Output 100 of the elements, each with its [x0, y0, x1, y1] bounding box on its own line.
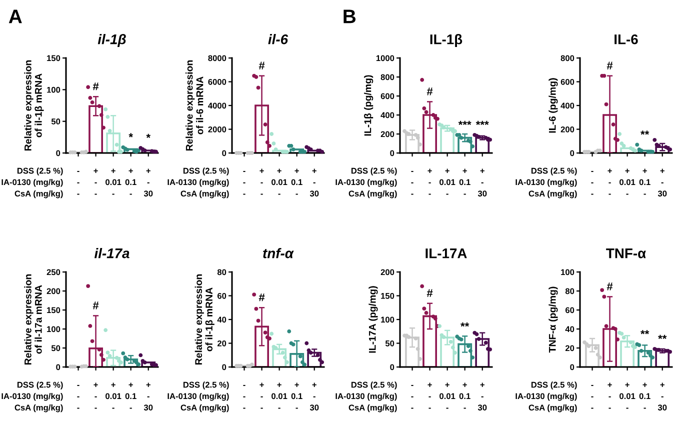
y-tick-label: 40 — [565, 326, 574, 332]
x-tick-label: + 0.1 - — [639, 382, 650, 409]
category-label: - - - — [243, 170, 246, 195]
y-axis-title: Relative expression of il-1β mRNA — [194, 274, 214, 365]
annotation: ** — [658, 334, 667, 339]
category-label: - - - — [77, 384, 80, 409]
y-tick-label: 200 — [560, 126, 574, 132]
annotation: # — [258, 62, 265, 70]
x-tick-label: + - 30 — [144, 168, 153, 196]
text: IA-0130 (mg/kg) — [168, 178, 229, 187]
y-tick-label: 800 — [380, 74, 394, 80]
annotation: ** — [460, 322, 470, 327]
x-tick-label: + 0.1 - — [639, 168, 650, 195]
y-tick-label: 150 — [47, 307, 60, 314]
x-tick-label: + - 30 — [144, 382, 153, 410]
category-label: + - - — [94, 382, 98, 409]
x-tick-label: + 0.01 - — [272, 168, 288, 195]
y-tick-label: 60 — [565, 307, 574, 314]
y-tick-label: 4000 — [208, 102, 226, 109]
y-tick-label: 600 — [380, 93, 394, 100]
y-tick-label: 0 — [222, 364, 226, 370]
x-tick-label: + - 30 — [478, 382, 487, 410]
x-tick-label: + 0.1 - — [125, 168, 136, 195]
x-tick-label: + - 30 — [658, 168, 667, 196]
text: DSS (2.5 %) — [531, 382, 577, 390]
category-label: - - - — [77, 170, 80, 195]
category-label: + - - — [608, 382, 612, 409]
y-tick-label: 100 — [561, 269, 574, 276]
y-tick-label: 200 — [46, 288, 60, 294]
annotation: # — [606, 62, 613, 70]
y-tick-label: 0 — [390, 364, 394, 370]
text: DSS (2.5 %) — [531, 168, 577, 176]
x-tick-label: + 0.01 - — [106, 382, 122, 409]
annotation: *** — [476, 120, 489, 125]
x-tick-label: + 0.1 - — [291, 382, 302, 409]
y-tick-label: 100 — [47, 326, 60, 332]
text: CsA (mg/kg) — [348, 404, 397, 412]
y-tick-label: 0 — [56, 364, 60, 370]
text: CsA (mg/kg) — [14, 190, 63, 198]
y-axis-title: Relative expression of il-1β mRNA — [24, 60, 44, 151]
y-tick-label: 600 — [560, 78, 574, 85]
y-tick-label: 80 — [217, 269, 226, 276]
y-tick-label: 50 — [51, 345, 60, 352]
y-tick-label: 0 — [222, 150, 226, 156]
text: IA-0130 (mg/kg) — [2, 178, 63, 187]
category-label: + - - — [260, 168, 264, 195]
y-tick-label: 50 — [385, 340, 394, 346]
annotation: # — [92, 82, 99, 90]
text: DSS (2.5 %) — [17, 382, 63, 390]
category-label: + - - — [608, 168, 612, 195]
text: A — [8, 10, 22, 24]
y-tick-label: 8000 — [208, 55, 226, 62]
y-tick-label: 100 — [47, 86, 60, 93]
text: IA-0130 (mg/kg) — [336, 178, 397, 187]
x-tick-label: + - 30 — [310, 168, 319, 196]
chart-title: tnf-α — [263, 248, 294, 258]
text: CsA (mg/kg) — [180, 190, 229, 198]
text: CsA (mg/kg) — [348, 190, 397, 198]
text: DSS (2.5 %) — [183, 168, 229, 176]
y-tick-label: 0 — [390, 150, 394, 156]
text: IA-0130 (mg/kg) — [168, 392, 229, 401]
y-tick-label: 400 — [560, 102, 574, 109]
y-tick-label: 0 — [570, 150, 574, 156]
text: DSS (2.5 %) — [351, 382, 397, 390]
category-label: + - - — [428, 168, 432, 195]
y-tick-label: 200 — [380, 131, 394, 138]
y-tick-label: 100 — [381, 316, 394, 323]
y-tick-label: 0 — [570, 364, 574, 370]
category-label: - - - — [591, 384, 594, 409]
x-tick-label: + 0.01 - — [440, 168, 456, 195]
y-axis-title: Relative expression of il-17a mRNA — [24, 274, 42, 365]
annotation: # — [426, 289, 433, 297]
annotation: # — [426, 88, 433, 96]
x-tick-label: + 0.01 - — [106, 168, 122, 195]
chart-title: il-17a — [94, 248, 130, 258]
y-tick-label: 20 — [565, 345, 574, 352]
y-tick-label: 20 — [217, 340, 226, 346]
y-tick-label: 60 — [217, 292, 226, 299]
annotation: ** — [640, 330, 650, 334]
annotation: ** — [640, 130, 650, 135]
y-tick-label: 400 — [380, 112, 394, 118]
y-tick-label: 250 — [46, 269, 60, 276]
text: DSS (2.5 %) — [351, 168, 397, 176]
y-axis-title: IL-1β (pg/mg) — [364, 75, 374, 136]
text: CsA (mg/kg) — [528, 404, 577, 412]
chart-title: il-1β — [98, 34, 126, 47]
y-axis-title: IL-6 (pg/mg) — [548, 78, 558, 133]
text: CsA (mg/kg) — [14, 404, 63, 412]
y-tick-label: 2000 — [208, 126, 226, 132]
text: IA-0130 (mg/kg) — [2, 392, 63, 401]
annotation: * — [146, 134, 151, 138]
category-label: + - - — [428, 382, 432, 409]
x-tick-label: + - 30 — [310, 382, 319, 410]
y-axis-title: Relative expression of il-6 mRNA — [186, 60, 204, 151]
text: CsA (mg/kg) — [528, 190, 577, 198]
annotation: # — [606, 282, 613, 290]
y-tick-label: 6000 — [208, 78, 226, 85]
text: B — [344, 10, 356, 24]
category-label: + - - — [94, 168, 98, 195]
x-tick-label: + 0.01 - — [440, 382, 456, 409]
